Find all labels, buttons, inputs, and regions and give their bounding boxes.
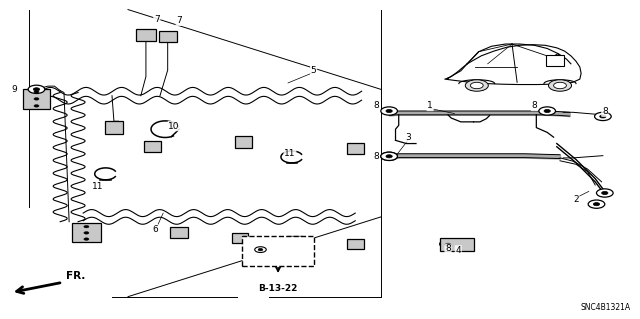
Text: B-13-22: B-13-22 xyxy=(259,284,298,293)
Circle shape xyxy=(84,232,89,234)
Circle shape xyxy=(548,80,572,91)
Circle shape xyxy=(386,109,392,113)
Text: 8: 8 xyxy=(374,101,379,110)
Circle shape xyxy=(258,249,263,251)
Circle shape xyxy=(600,115,606,118)
Text: 10: 10 xyxy=(168,122,180,130)
Circle shape xyxy=(445,242,451,246)
Circle shape xyxy=(28,85,45,93)
FancyBboxPatch shape xyxy=(235,136,252,148)
Text: 1: 1 xyxy=(428,101,433,110)
Circle shape xyxy=(381,152,397,160)
Text: 4: 4 xyxy=(456,246,461,255)
Text: 8: 8 xyxy=(532,101,537,110)
Text: 3: 3 xyxy=(406,133,411,142)
Text: 9: 9 xyxy=(12,85,17,94)
Circle shape xyxy=(34,98,39,100)
Polygon shape xyxy=(445,45,581,85)
Circle shape xyxy=(34,91,39,93)
FancyBboxPatch shape xyxy=(104,121,123,134)
Text: 11: 11 xyxy=(284,149,296,158)
FancyBboxPatch shape xyxy=(287,236,302,246)
Circle shape xyxy=(255,247,266,253)
Circle shape xyxy=(465,80,488,91)
Circle shape xyxy=(445,243,451,246)
Text: 8: 8 xyxy=(602,107,607,116)
Text: 2: 2 xyxy=(573,195,579,204)
FancyBboxPatch shape xyxy=(440,238,474,251)
Circle shape xyxy=(602,191,608,195)
Text: 7: 7 xyxy=(154,15,159,24)
Circle shape xyxy=(593,203,600,206)
FancyBboxPatch shape xyxy=(159,31,177,42)
Circle shape xyxy=(386,155,392,158)
FancyBboxPatch shape xyxy=(347,143,364,154)
Text: SNC4B1321A: SNC4B1321A xyxy=(580,303,630,312)
Circle shape xyxy=(596,189,613,197)
Text: 11: 11 xyxy=(92,182,103,191)
Text: 5: 5 xyxy=(311,66,316,75)
FancyBboxPatch shape xyxy=(23,89,50,109)
Circle shape xyxy=(34,105,39,107)
FancyBboxPatch shape xyxy=(242,236,314,266)
Circle shape xyxy=(84,238,89,241)
Circle shape xyxy=(440,240,456,248)
Circle shape xyxy=(595,112,611,121)
Circle shape xyxy=(539,107,556,115)
Circle shape xyxy=(381,107,397,115)
FancyBboxPatch shape xyxy=(144,141,161,152)
Circle shape xyxy=(588,200,605,208)
FancyBboxPatch shape xyxy=(170,227,188,238)
FancyBboxPatch shape xyxy=(72,223,101,242)
Text: 7: 7 xyxy=(177,16,182,25)
Circle shape xyxy=(84,225,89,228)
Text: FR.: FR. xyxy=(66,271,85,281)
Circle shape xyxy=(554,82,566,89)
Circle shape xyxy=(386,155,392,158)
Circle shape xyxy=(33,88,40,91)
Circle shape xyxy=(544,109,550,113)
FancyBboxPatch shape xyxy=(136,29,156,41)
FancyBboxPatch shape xyxy=(347,239,364,249)
Circle shape xyxy=(470,82,483,89)
Text: 8: 8 xyxy=(374,152,379,161)
FancyBboxPatch shape xyxy=(546,55,564,66)
FancyBboxPatch shape xyxy=(232,233,248,243)
Text: 6: 6 xyxy=(152,225,157,234)
Circle shape xyxy=(381,152,397,160)
Text: 8: 8 xyxy=(445,244,451,253)
